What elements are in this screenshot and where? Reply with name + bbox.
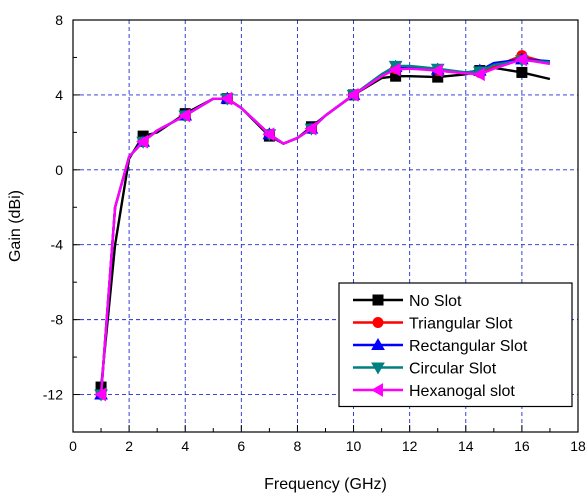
x-tick-label: 8 — [294, 438, 302, 454]
legend-label: Hexanogal slot — [409, 383, 515, 400]
y-tick-label: -8 — [51, 312, 64, 328]
legend-marker — [372, 317, 384, 328]
y-tick-label: 8 — [55, 12, 63, 28]
y-tick-label: 0 — [55, 162, 63, 178]
legend-item: Triangular Slot — [353, 316, 513, 333]
legend-item: No Slot — [353, 293, 462, 310]
data-point — [136, 134, 149, 149]
legend-label: Circular Slot — [409, 361, 497, 378]
data-point — [514, 52, 527, 67]
legend-item: Hexanogal slot — [353, 383, 515, 400]
tick-marks — [72, 19, 579, 433]
y-tick-label: -4 — [51, 237, 64, 253]
tick-labels: 0 2 4 6 8 10 12 14 16 18 -12 -8 -4 0 4 8 — [43, 12, 586, 454]
x-tick-label: 18 — [570, 438, 586, 454]
x-tick-label: 16 — [514, 438, 530, 454]
legend-item: Circular Slot — [353, 361, 497, 378]
data-point — [220, 91, 233, 106]
x-tick-label: 6 — [237, 438, 245, 454]
plot-series — [94, 50, 551, 402]
x-tick-label: 2 — [125, 438, 133, 454]
legend-label: Rectangular Slot — [409, 338, 528, 355]
data-point — [430, 63, 443, 78]
data-point — [516, 66, 528, 78]
data-point — [94, 387, 107, 402]
data-point — [388, 62, 401, 77]
y-tick-label: -12 — [43, 387, 63, 403]
data-point — [304, 121, 317, 136]
x-tick-label: 10 — [346, 438, 362, 454]
data-point — [178, 108, 191, 123]
data-point — [346, 88, 359, 102]
series-hexanogal-slot — [94, 52, 551, 402]
series-line — [99, 58, 551, 395]
legend-label: No Slot — [409, 293, 462, 310]
legend-item: Rectangular Slot — [353, 337, 528, 355]
legend-label: Triangular Slot — [409, 316, 513, 333]
x-tick-label: 4 — [181, 438, 189, 454]
x-tick-label: 12 — [402, 438, 418, 454]
x-tick-label: 0 — [69, 438, 77, 454]
x-axis-title: Frequency (GHz) — [264, 476, 387, 493]
legend-marker — [370, 383, 383, 397]
data-point — [472, 67, 485, 82]
data-point — [262, 127, 275, 142]
legend-marker — [371, 362, 385, 375]
legend: No Slot Triangular Slot Rectangular Slot Ci… — [338, 282, 573, 408]
y-tick-label: 4 — [55, 87, 63, 103]
legend-marker — [371, 337, 385, 350]
y-axis-title: Gain (dBi) — [7, 190, 24, 262]
legend-marker — [372, 294, 384, 306]
x-tick-label: 14 — [458, 438, 474, 454]
